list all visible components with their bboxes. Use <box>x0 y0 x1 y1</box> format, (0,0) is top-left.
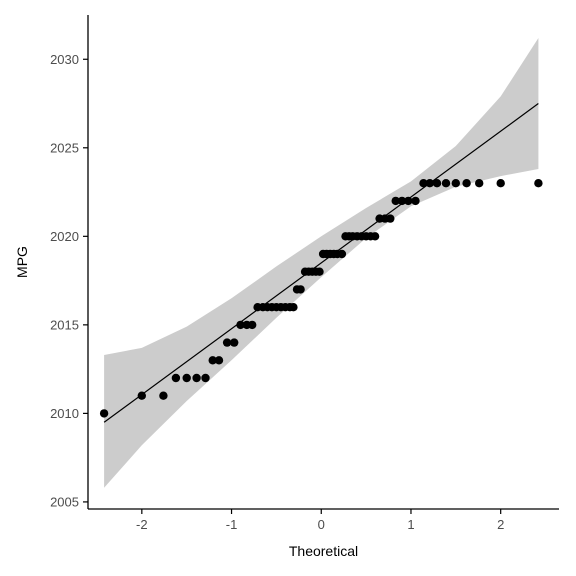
data-point <box>182 373 191 383</box>
y-tick-label: 2030 <box>50 52 79 67</box>
reference-line-layer <box>103 103 539 423</box>
data-point <box>441 179 451 188</box>
x-tick-label: -1 <box>226 517 238 532</box>
data-point <box>432 179 442 188</box>
x-ticks: -2 -1 0 1 2 <box>136 509 504 532</box>
x-axis-title: Theoretical <box>289 543 358 559</box>
y-tick-label: 2020 <box>50 229 79 244</box>
y-tick-label: 2010 <box>50 406 79 421</box>
y-tick-label: 2015 <box>50 317 79 332</box>
data-point <box>462 179 471 188</box>
y-ticks: 2005 2010 2015 2020 2025 2030 <box>50 52 88 509</box>
axes <box>87 15 559 510</box>
data-point <box>230 338 239 347</box>
data-point <box>534 179 543 188</box>
x-tick-label: 2 <box>497 517 504 532</box>
data-point <box>337 249 347 259</box>
data-point <box>137 391 146 400</box>
data-point <box>419 179 428 188</box>
data-point <box>201 373 210 383</box>
data-point <box>222 338 232 347</box>
x-tick-label: 0 <box>318 517 325 532</box>
data-point <box>451 179 460 188</box>
data-point <box>411 196 420 206</box>
data-point <box>404 196 413 206</box>
reference-line <box>103 103 539 423</box>
data-point <box>397 196 407 206</box>
data-point <box>248 320 257 330</box>
data-point <box>386 214 395 223</box>
y-axis-title: MPG <box>14 246 30 278</box>
data-point <box>425 179 434 188</box>
data-point <box>236 320 245 330</box>
data-point <box>391 196 400 206</box>
data-point <box>296 285 305 294</box>
data-point <box>475 179 484 188</box>
data-point <box>192 373 201 383</box>
data-point <box>315 267 324 276</box>
data-point <box>214 356 224 365</box>
data-point <box>208 356 217 365</box>
x-tick-label: -2 <box>136 517 148 532</box>
data-point <box>370 232 380 241</box>
data-points <box>99 179 543 418</box>
x-tick-label: 1 <box>407 517 414 532</box>
data-point <box>171 373 181 383</box>
y-tick-label: 2025 <box>50 140 79 155</box>
data-point <box>289 303 298 312</box>
data-point <box>496 179 505 188</box>
data-point <box>159 391 168 400</box>
data-point <box>99 409 109 418</box>
y-tick-label: 2005 <box>50 494 79 509</box>
